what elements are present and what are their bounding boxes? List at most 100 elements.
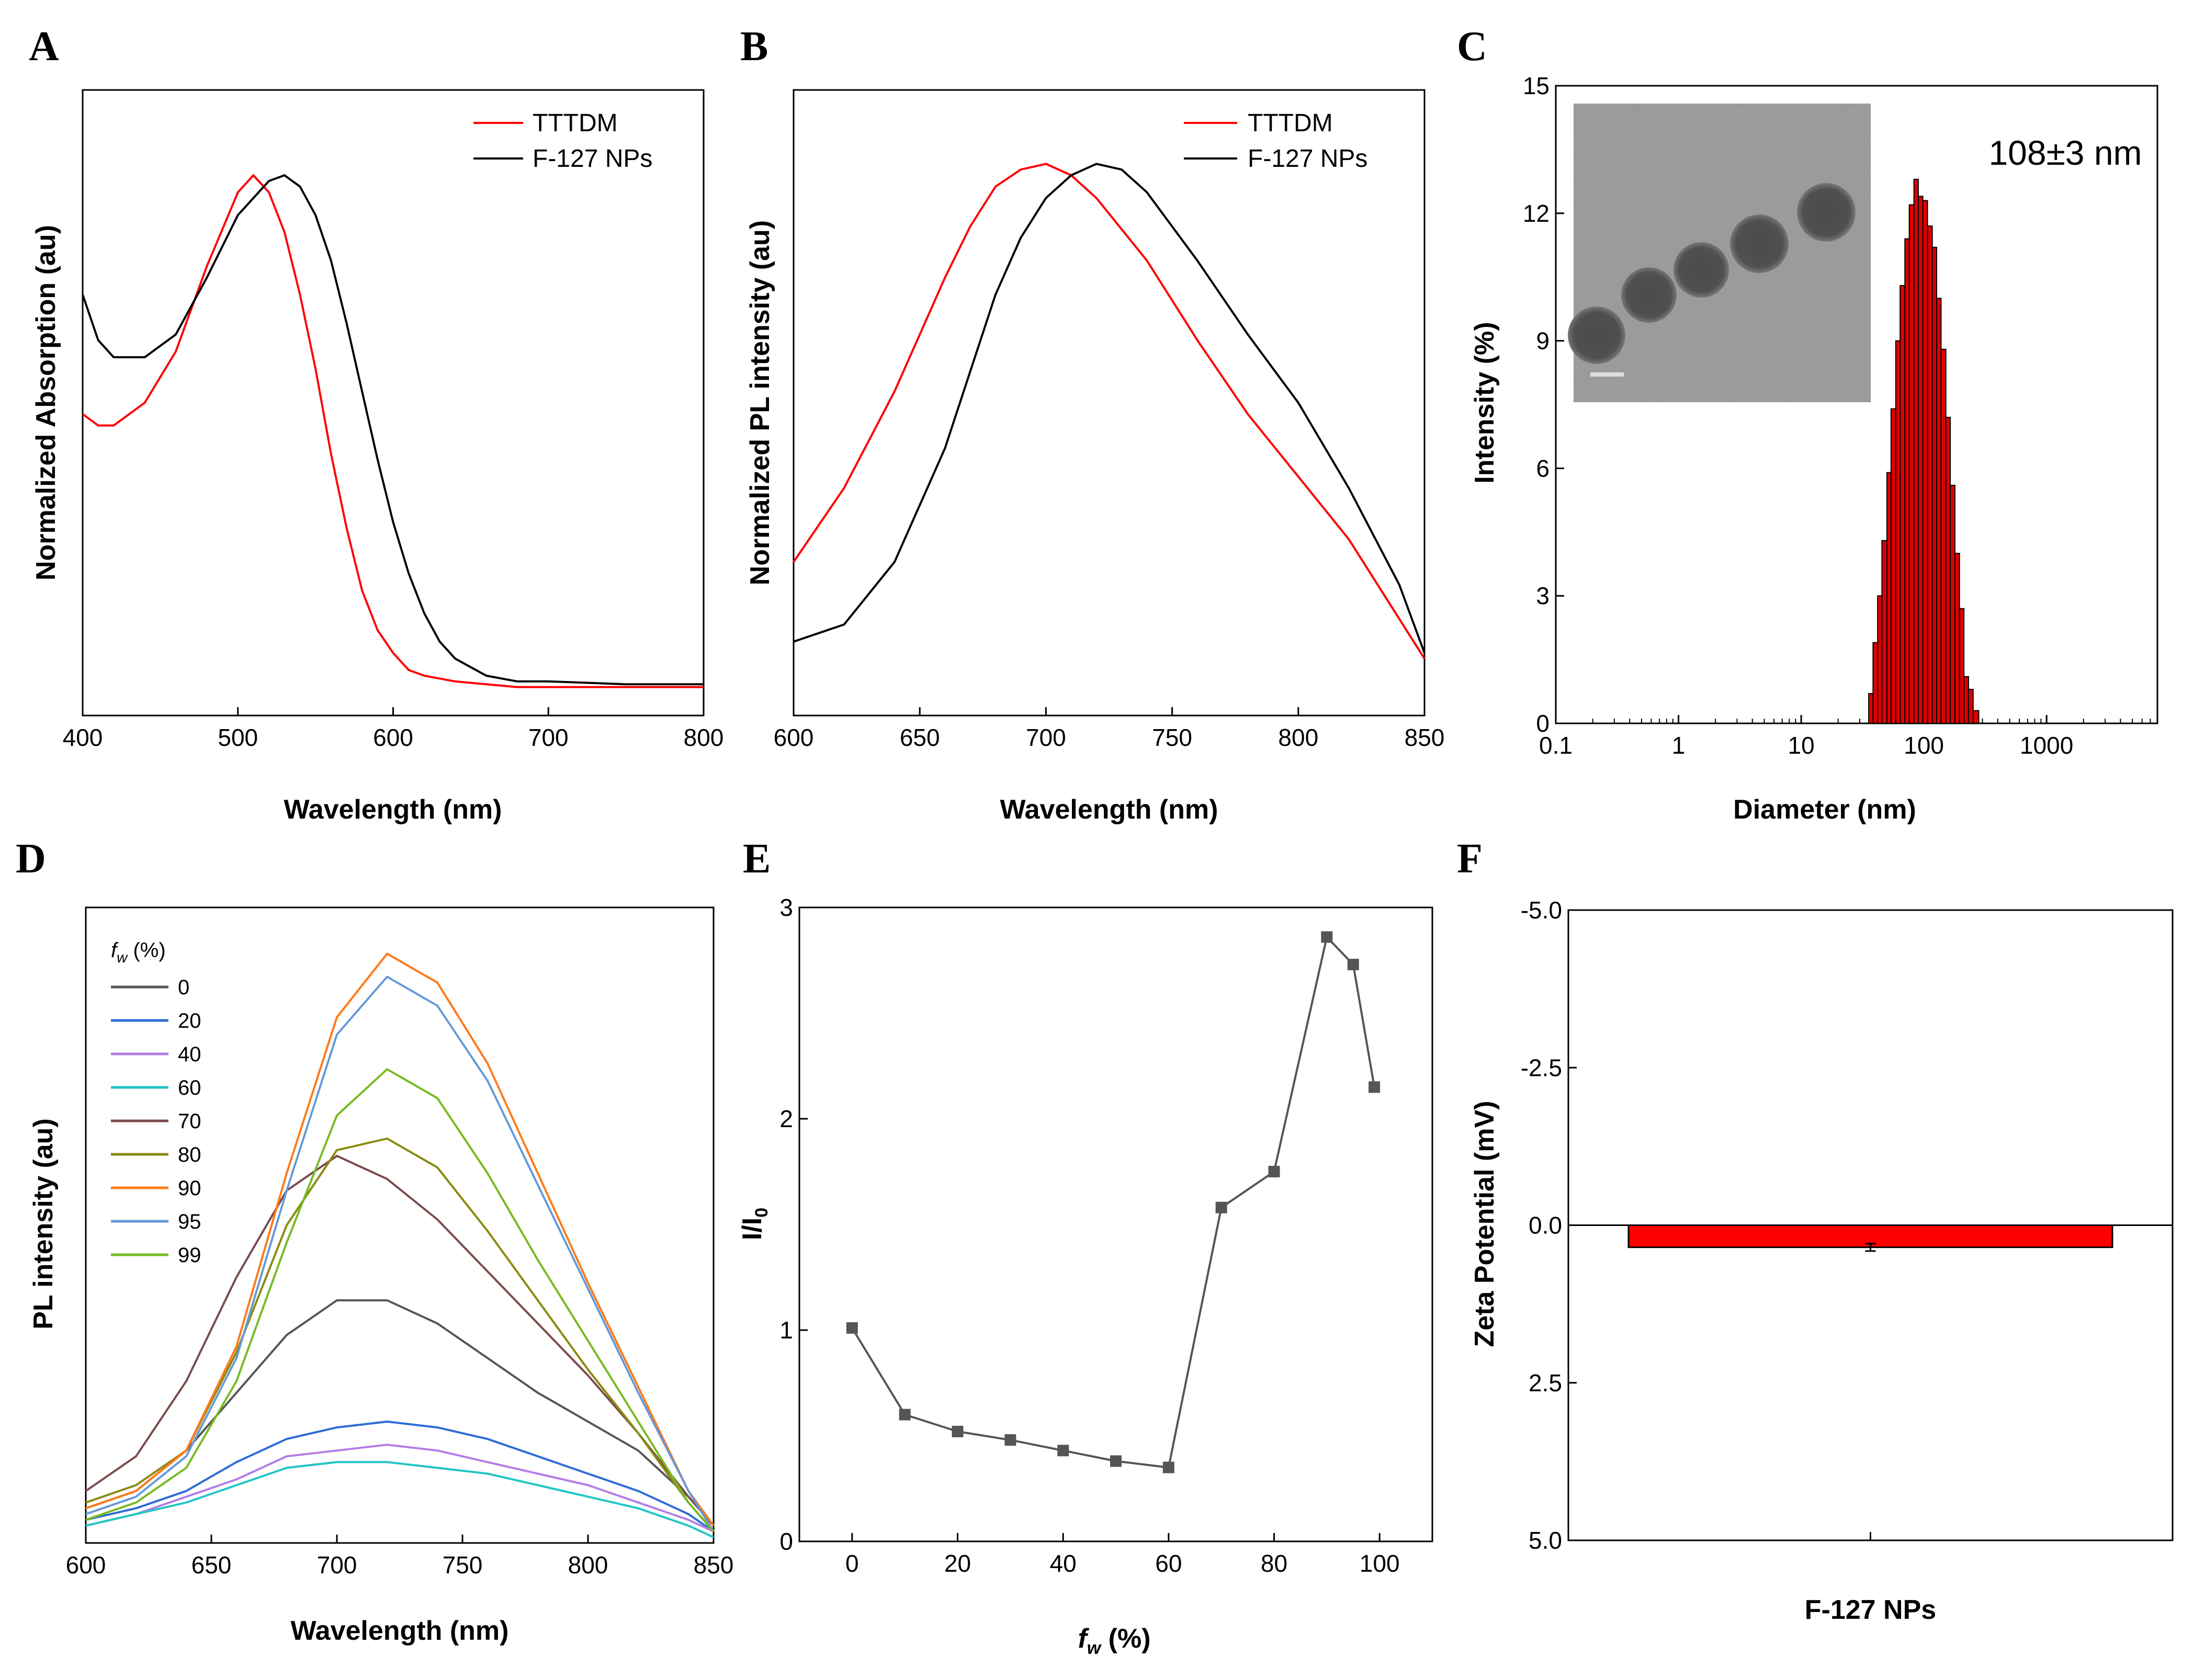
x-axis-title-b: Wavelength (nm) [1000, 794, 1218, 825]
size-annotation: 108±3 nm [1988, 133, 2142, 172]
y-tick-label-e: 2 [779, 1105, 793, 1132]
plot-frame-d [85, 906, 715, 1544]
data-point-e [1347, 959, 1359, 971]
y-tick-label-e: 0 [779, 1528, 793, 1555]
x-tick-label-e: 80 [1261, 1550, 1287, 1577]
y-tick-label-c: 12 [1523, 200, 1550, 227]
y-title-subscript-e: 0 [752, 1208, 772, 1218]
x-title-symbol-e: f [1078, 1624, 1089, 1654]
histogram-bar [1908, 204, 1915, 724]
tem-inset-image [1568, 104, 1871, 402]
x-tick-label-d: 700 [317, 1551, 357, 1579]
bar-group-f [1627, 1224, 2113, 1252]
series-line-b-0 [793, 163, 1426, 660]
histogram-bar [1959, 608, 1965, 724]
histogram-bar [1972, 710, 1980, 724]
x-axis-title-e: fw (%) [1078, 1624, 1150, 1658]
series-line-d-40 [85, 1444, 714, 1533]
histogram-bar [1931, 246, 1937, 724]
panel-letter-b: B [740, 24, 768, 70]
histogram-bar [1922, 200, 1928, 724]
data-point-e [1057, 1445, 1069, 1457]
tem-particle [1568, 307, 1625, 364]
axes-e: 0 20 40 60 80 100 0 1 2 3 [779, 894, 1399, 1577]
histogram-bar [1963, 676, 1969, 724]
y-tick-label-c: 9 [1536, 327, 1550, 355]
data-point-e [1215, 1201, 1227, 1213]
x-tick-label-a: 500 [218, 724, 258, 751]
x-axis-title-c: Diameter (nm) [1733, 794, 1916, 825]
plot-frame-c [1555, 85, 2158, 724]
tem-particle [1673, 242, 1729, 298]
legend-title-d: fw (%) [111, 939, 166, 966]
legend-label-b: TTTDM [1248, 109, 1333, 137]
y-axis-title-f: Zeta Potential (mV) [1469, 1101, 1500, 1347]
panel-letter-a: A [29, 24, 59, 70]
x-tick-label-b: 600 [774, 724, 814, 751]
data-point-e [899, 1409, 911, 1421]
panel-b: B 600 650 700 750 800 850 TTTDM F-127 NPs Wave… [740, 24, 1444, 825]
series-line-b-1 [793, 163, 1426, 654]
series-line-d-99 [85, 1068, 715, 1533]
histogram-bar [1954, 552, 1960, 724]
plot-frame-e [798, 906, 1433, 1542]
legend-d: fw (%) 0 20 40 60 70 80 90 95 99 [111, 939, 201, 1267]
histogram-bar [1904, 238, 1910, 724]
series-line-d-60 [85, 1461, 714, 1538]
x-tick-label-e: 0 [845, 1550, 859, 1577]
legend-title-subscript: w [117, 949, 128, 966]
x-tick-label-b: 750 [1152, 724, 1192, 751]
data-point-e [1110, 1455, 1122, 1467]
histogram-bar [1936, 298, 1942, 724]
series-line-e [851, 936, 1376, 1469]
plot-frame-b [793, 89, 1426, 717]
series-group-b [793, 163, 1426, 660]
x-tick-label-b: 700 [1026, 724, 1066, 751]
legend-label-d: 40 [178, 1043, 201, 1066]
tem-particle [1730, 214, 1789, 273]
y-tick-label-f: 0.0 [1529, 1212, 1562, 1239]
x-tick-label-b: 800 [1278, 724, 1318, 751]
legend-label-a: TTTDM [533, 109, 618, 137]
legend-label-d: 20 [178, 1009, 201, 1032]
x-title-suffix-e: (%) [1101, 1624, 1150, 1654]
y-axis-title-c: Intensity (%) [1469, 322, 1500, 483]
x-tick-label-a: 600 [373, 724, 413, 751]
histogram-bar [1927, 225, 1933, 724]
x-tick-label-b: 650 [900, 724, 940, 751]
panel-letter-c: C [1457, 24, 1487, 70]
panel-a: A 400 500 600 700 800 TTTDM F-127 NPs Wavelen… [29, 24, 723, 825]
histogram-bar [1913, 178, 1919, 724]
x-tick-label-d: 750 [443, 1551, 483, 1579]
x-tick-label-d: 800 [568, 1551, 608, 1579]
series-line-a-0 [82, 174, 704, 688]
series-group-d [85, 952, 715, 1538]
histogram-bar [1899, 285, 1906, 724]
histogram-bar [1872, 642, 1879, 724]
series-group-e [846, 931, 1381, 1473]
zeta-bar [1627, 1224, 2113, 1248]
data-point-e [1162, 1461, 1174, 1473]
panel-letter-e: E [743, 836, 771, 882]
x-axis-d: 600 650 700 750 800 850 [66, 1535, 733, 1579]
histogram-bar [1950, 484, 1955, 724]
histogram-bar [1917, 196, 1924, 724]
series-line-d-90 [85, 952, 715, 1527]
legend-title-suffix: (%) [127, 939, 165, 962]
y-tick-label-e: 1 [779, 1316, 793, 1344]
legend-b: TTTDM F-127 NPs [1184, 109, 1367, 173]
x-tick-label-c: 100 [1904, 732, 1944, 759]
axes-f: -5.0 -2.5 0.0 2.5 5.0 F-127 NPs [1521, 896, 2173, 1625]
y-axis-title-b: Normalized PL intensity (au) [745, 220, 775, 585]
legend-label-d: 70 [178, 1110, 201, 1133]
histogram-bar [1868, 693, 1874, 724]
x-axis-b: 600 650 700 750 800 850 [774, 707, 1444, 751]
x-tick-label-e: 100 [1360, 1550, 1400, 1577]
x-axis-a: 400 500 600 700 800 [63, 707, 723, 751]
x-tick-label-c: 1000 [2020, 732, 2073, 759]
x-tick-label-d: 650 [191, 1551, 232, 1579]
x-tick-label-c: 10 [1788, 732, 1815, 759]
panel-f: F -5.0 -2.5 0.0 2.5 5.0 F-127 NPs Zeta Potent… [1457, 836, 2174, 1625]
